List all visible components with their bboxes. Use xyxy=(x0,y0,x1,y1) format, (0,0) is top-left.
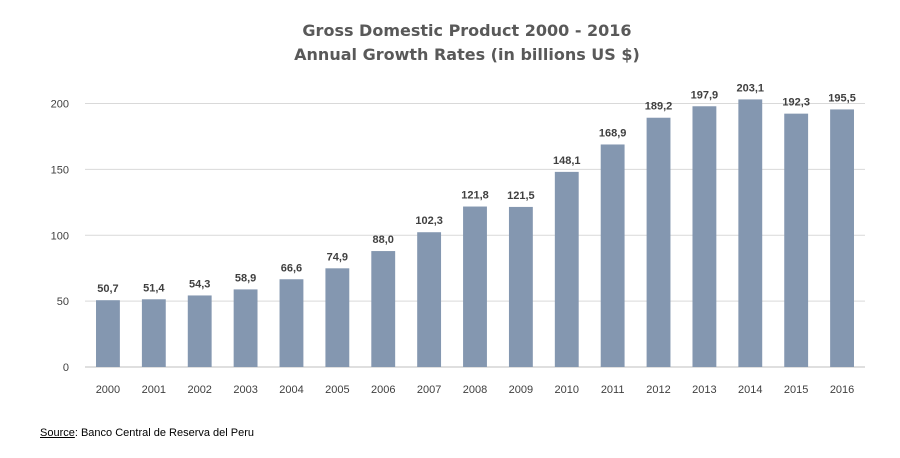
bar-2010 xyxy=(554,171,579,367)
x-tick-label-2010: 2010 xyxy=(555,384,579,396)
x-tick-label-2004: 2004 xyxy=(279,384,303,396)
y-tick-label: 200 xyxy=(51,99,69,111)
bar-2005 xyxy=(325,268,350,367)
bar-2015 xyxy=(784,113,809,368)
data-labels: 50,7 51,4 54,3 58,9 66,6 74,9 88,0 102,3 121,8 12… xyxy=(97,82,856,295)
x-tick-label-2013: 2013 xyxy=(692,384,716,396)
bar-2007 xyxy=(417,232,442,367)
bar-2011 xyxy=(600,144,625,367)
x-axis: 2000 2001 2002 2003 2004 2005 2006 2007 2008 2009… xyxy=(96,384,855,396)
x-tick-label-2014: 2014 xyxy=(738,384,762,396)
chart-subtitle: Annual Growth Rates (in billions US $) xyxy=(294,45,640,64)
data-label-2015: 192,3 xyxy=(782,97,810,109)
bar-2008 xyxy=(463,206,487,367)
bar-2012 xyxy=(646,117,671,367)
chart-title: Gross Domestic Product 2000 - 2016 xyxy=(302,21,631,40)
bar-2000 xyxy=(96,300,120,367)
source-text: : Banco Central de Reserva del Peru xyxy=(74,427,255,439)
y-axis: 0 50 100 150 200 xyxy=(51,99,69,375)
bars xyxy=(96,99,854,368)
x-tick-label-2006: 2006 xyxy=(371,384,395,396)
data-label-2010: 148,1 xyxy=(553,155,581,167)
bar-2014 xyxy=(738,99,763,368)
bar-2001 xyxy=(141,299,166,367)
x-tick-label-2000: 2000 xyxy=(96,384,120,396)
data-label-2007: 102,3 xyxy=(415,215,443,227)
bar-2002 xyxy=(187,295,212,367)
bar-2009 xyxy=(508,206,533,367)
y-tick-label: 150 xyxy=(51,164,69,176)
bar-2006 xyxy=(371,251,396,367)
x-tick-label-2011: 2011 xyxy=(601,384,625,396)
data-label-2004: 66,6 xyxy=(281,262,302,274)
data-label-2005: 74,9 xyxy=(327,251,348,263)
x-tick-label-2007: 2007 xyxy=(417,384,441,396)
source-label: Source xyxy=(40,427,75,439)
bar-2003 xyxy=(233,289,258,367)
data-label-2014: 203,1 xyxy=(737,82,765,94)
data-label-2011: 168,9 xyxy=(599,127,627,139)
data-label-2016: 195,5 xyxy=(828,92,856,104)
x-tick-label-2008: 2008 xyxy=(463,384,487,396)
data-label-2008: 121,8 xyxy=(461,190,489,202)
y-tick-label: 50 xyxy=(57,296,69,308)
data-label-2003: 58,9 xyxy=(235,272,256,284)
data-label-2006: 88,0 xyxy=(373,234,394,246)
x-tick-label-2015: 2015 xyxy=(784,384,808,396)
x-tick-label-2012: 2012 xyxy=(646,384,670,396)
y-tick-label: 100 xyxy=(51,230,69,242)
x-tick-label-2003: 2003 xyxy=(233,384,257,396)
data-label-2001: 51,4 xyxy=(143,282,165,294)
x-tick-label-2009: 2009 xyxy=(509,384,533,396)
bar-2013 xyxy=(692,106,717,367)
bar-2016 xyxy=(830,109,854,368)
y-tick-label: 0 xyxy=(63,362,69,374)
x-tick-label-2016: 2016 xyxy=(830,384,854,396)
data-label-2002: 54,3 xyxy=(189,278,210,290)
data-label-2013: 197,9 xyxy=(691,89,719,101)
x-tick-label-2002: 2002 xyxy=(187,384,211,396)
bar-2004 xyxy=(279,279,304,367)
data-label-2012: 189,2 xyxy=(645,101,673,113)
source-note: Source: Banco Central de Reserva del Per… xyxy=(40,427,254,439)
x-tick-label-2001: 2001 xyxy=(142,384,166,396)
data-label-2000: 50,7 xyxy=(97,283,118,295)
data-label-2009: 121,5 xyxy=(507,190,535,202)
x-tick-label-2005: 2005 xyxy=(325,384,349,396)
